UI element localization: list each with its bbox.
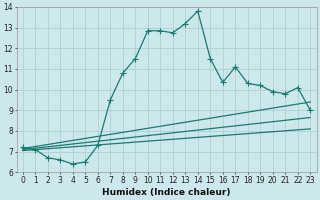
X-axis label: Humidex (Indice chaleur): Humidex (Indice chaleur) bbox=[102, 188, 231, 197]
